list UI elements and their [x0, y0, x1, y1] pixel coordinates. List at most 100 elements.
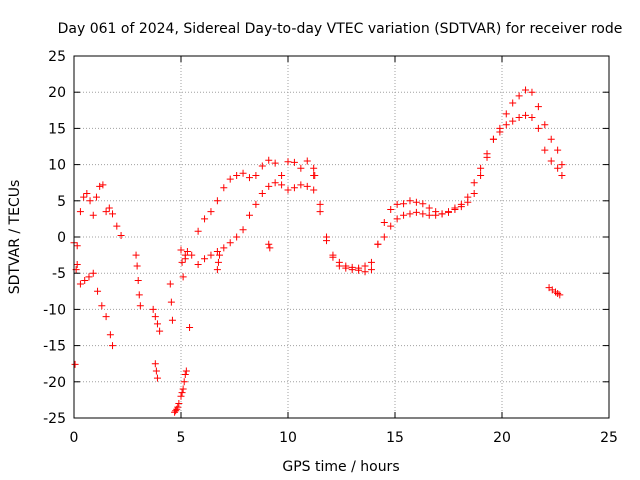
data-point — [183, 247, 191, 255]
data-point — [76, 208, 84, 216]
data-point — [303, 182, 311, 190]
data-point — [167, 298, 175, 306]
data-point — [151, 313, 159, 321]
data-point — [470, 179, 478, 187]
data-point — [528, 88, 536, 96]
data-point — [554, 146, 562, 154]
series-lower-track — [76, 111, 566, 350]
data-point — [175, 400, 183, 408]
data-point — [98, 302, 106, 310]
data-point — [271, 179, 279, 187]
data-point — [419, 210, 427, 218]
data-point — [105, 204, 113, 212]
x-tick-label: 25 — [600, 430, 618, 446]
data-point — [284, 158, 292, 166]
y-tick-label: -25 — [43, 411, 66, 427]
data-point — [534, 103, 542, 111]
x-tick-label: 5 — [177, 430, 186, 446]
data-point — [172, 407, 180, 415]
data-point — [335, 258, 343, 266]
data-point — [156, 327, 164, 335]
data-point — [213, 266, 221, 274]
data-point — [303, 157, 311, 165]
data-point — [102, 208, 110, 216]
data-point — [214, 258, 222, 266]
data-point — [109, 342, 117, 350]
data-point — [179, 273, 187, 281]
data-point — [186, 324, 194, 331]
y-tick-label: 20 — [48, 85, 66, 101]
data-point — [83, 190, 91, 198]
x-tick-label: 20 — [493, 430, 511, 446]
data-point — [266, 244, 274, 252]
data-point — [522, 86, 530, 94]
data-point — [94, 287, 102, 295]
data-point — [509, 117, 517, 125]
data-point — [393, 200, 401, 208]
data-point — [113, 222, 121, 230]
data-point — [245, 211, 253, 219]
data-point — [166, 280, 174, 288]
data-point — [96, 182, 104, 190]
data-point — [419, 200, 427, 208]
data-point — [541, 146, 549, 154]
data-point — [554, 164, 562, 172]
data-point — [151, 360, 159, 368]
data-point — [412, 198, 420, 206]
y-axis-label: SDTVAR / TECUs — [7, 180, 23, 295]
data-point — [220, 244, 228, 252]
data-point — [457, 203, 465, 211]
data-point — [239, 226, 247, 234]
data-point — [406, 210, 414, 218]
data-point — [252, 200, 260, 208]
y-tick-label: 5 — [57, 194, 66, 210]
x-tick-label: 0 — [70, 430, 79, 446]
data-point — [374, 240, 382, 248]
data-point — [265, 240, 273, 248]
data-point — [180, 378, 188, 386]
y-tick-label: 0 — [57, 230, 66, 246]
data-point — [316, 200, 324, 208]
data-point — [133, 262, 141, 270]
data-point — [181, 371, 189, 379]
data-point — [556, 291, 564, 299]
data-point — [380, 219, 388, 227]
data-point — [89, 211, 97, 219]
data-point — [73, 261, 81, 269]
y-tick-label: -20 — [43, 375, 66, 391]
x-tick-label: 15 — [386, 430, 404, 446]
data-point — [380, 233, 388, 241]
data-point — [194, 261, 202, 269]
series-upper-track — [70, 86, 566, 276]
data-point — [522, 111, 530, 119]
data-point — [80, 193, 88, 201]
data-point — [502, 110, 510, 118]
data-point — [106, 331, 114, 339]
data-point — [387, 222, 395, 230]
y-tick-label: 25 — [48, 49, 66, 65]
data-point — [86, 197, 94, 205]
grid-layer — [74, 56, 609, 418]
data-point — [271, 159, 279, 167]
data-point — [515, 114, 523, 122]
data-point — [412, 208, 420, 216]
data-point — [496, 128, 504, 136]
data-point — [265, 156, 273, 164]
data-point — [528, 114, 536, 122]
data-point — [168, 316, 176, 324]
data-point — [541, 121, 549, 129]
data-point — [445, 208, 452, 216]
data-point — [367, 258, 375, 266]
data-point — [393, 215, 401, 223]
data-point — [483, 150, 491, 158]
data-point — [278, 171, 286, 179]
data-point — [152, 367, 160, 375]
series-isolated-segments — [71, 164, 564, 416]
data-point — [477, 164, 485, 172]
x-tick-label: 10 — [279, 430, 297, 446]
data-point — [406, 197, 414, 205]
data-point — [558, 161, 566, 169]
data-point — [181, 251, 189, 259]
data-point — [76, 280, 84, 288]
